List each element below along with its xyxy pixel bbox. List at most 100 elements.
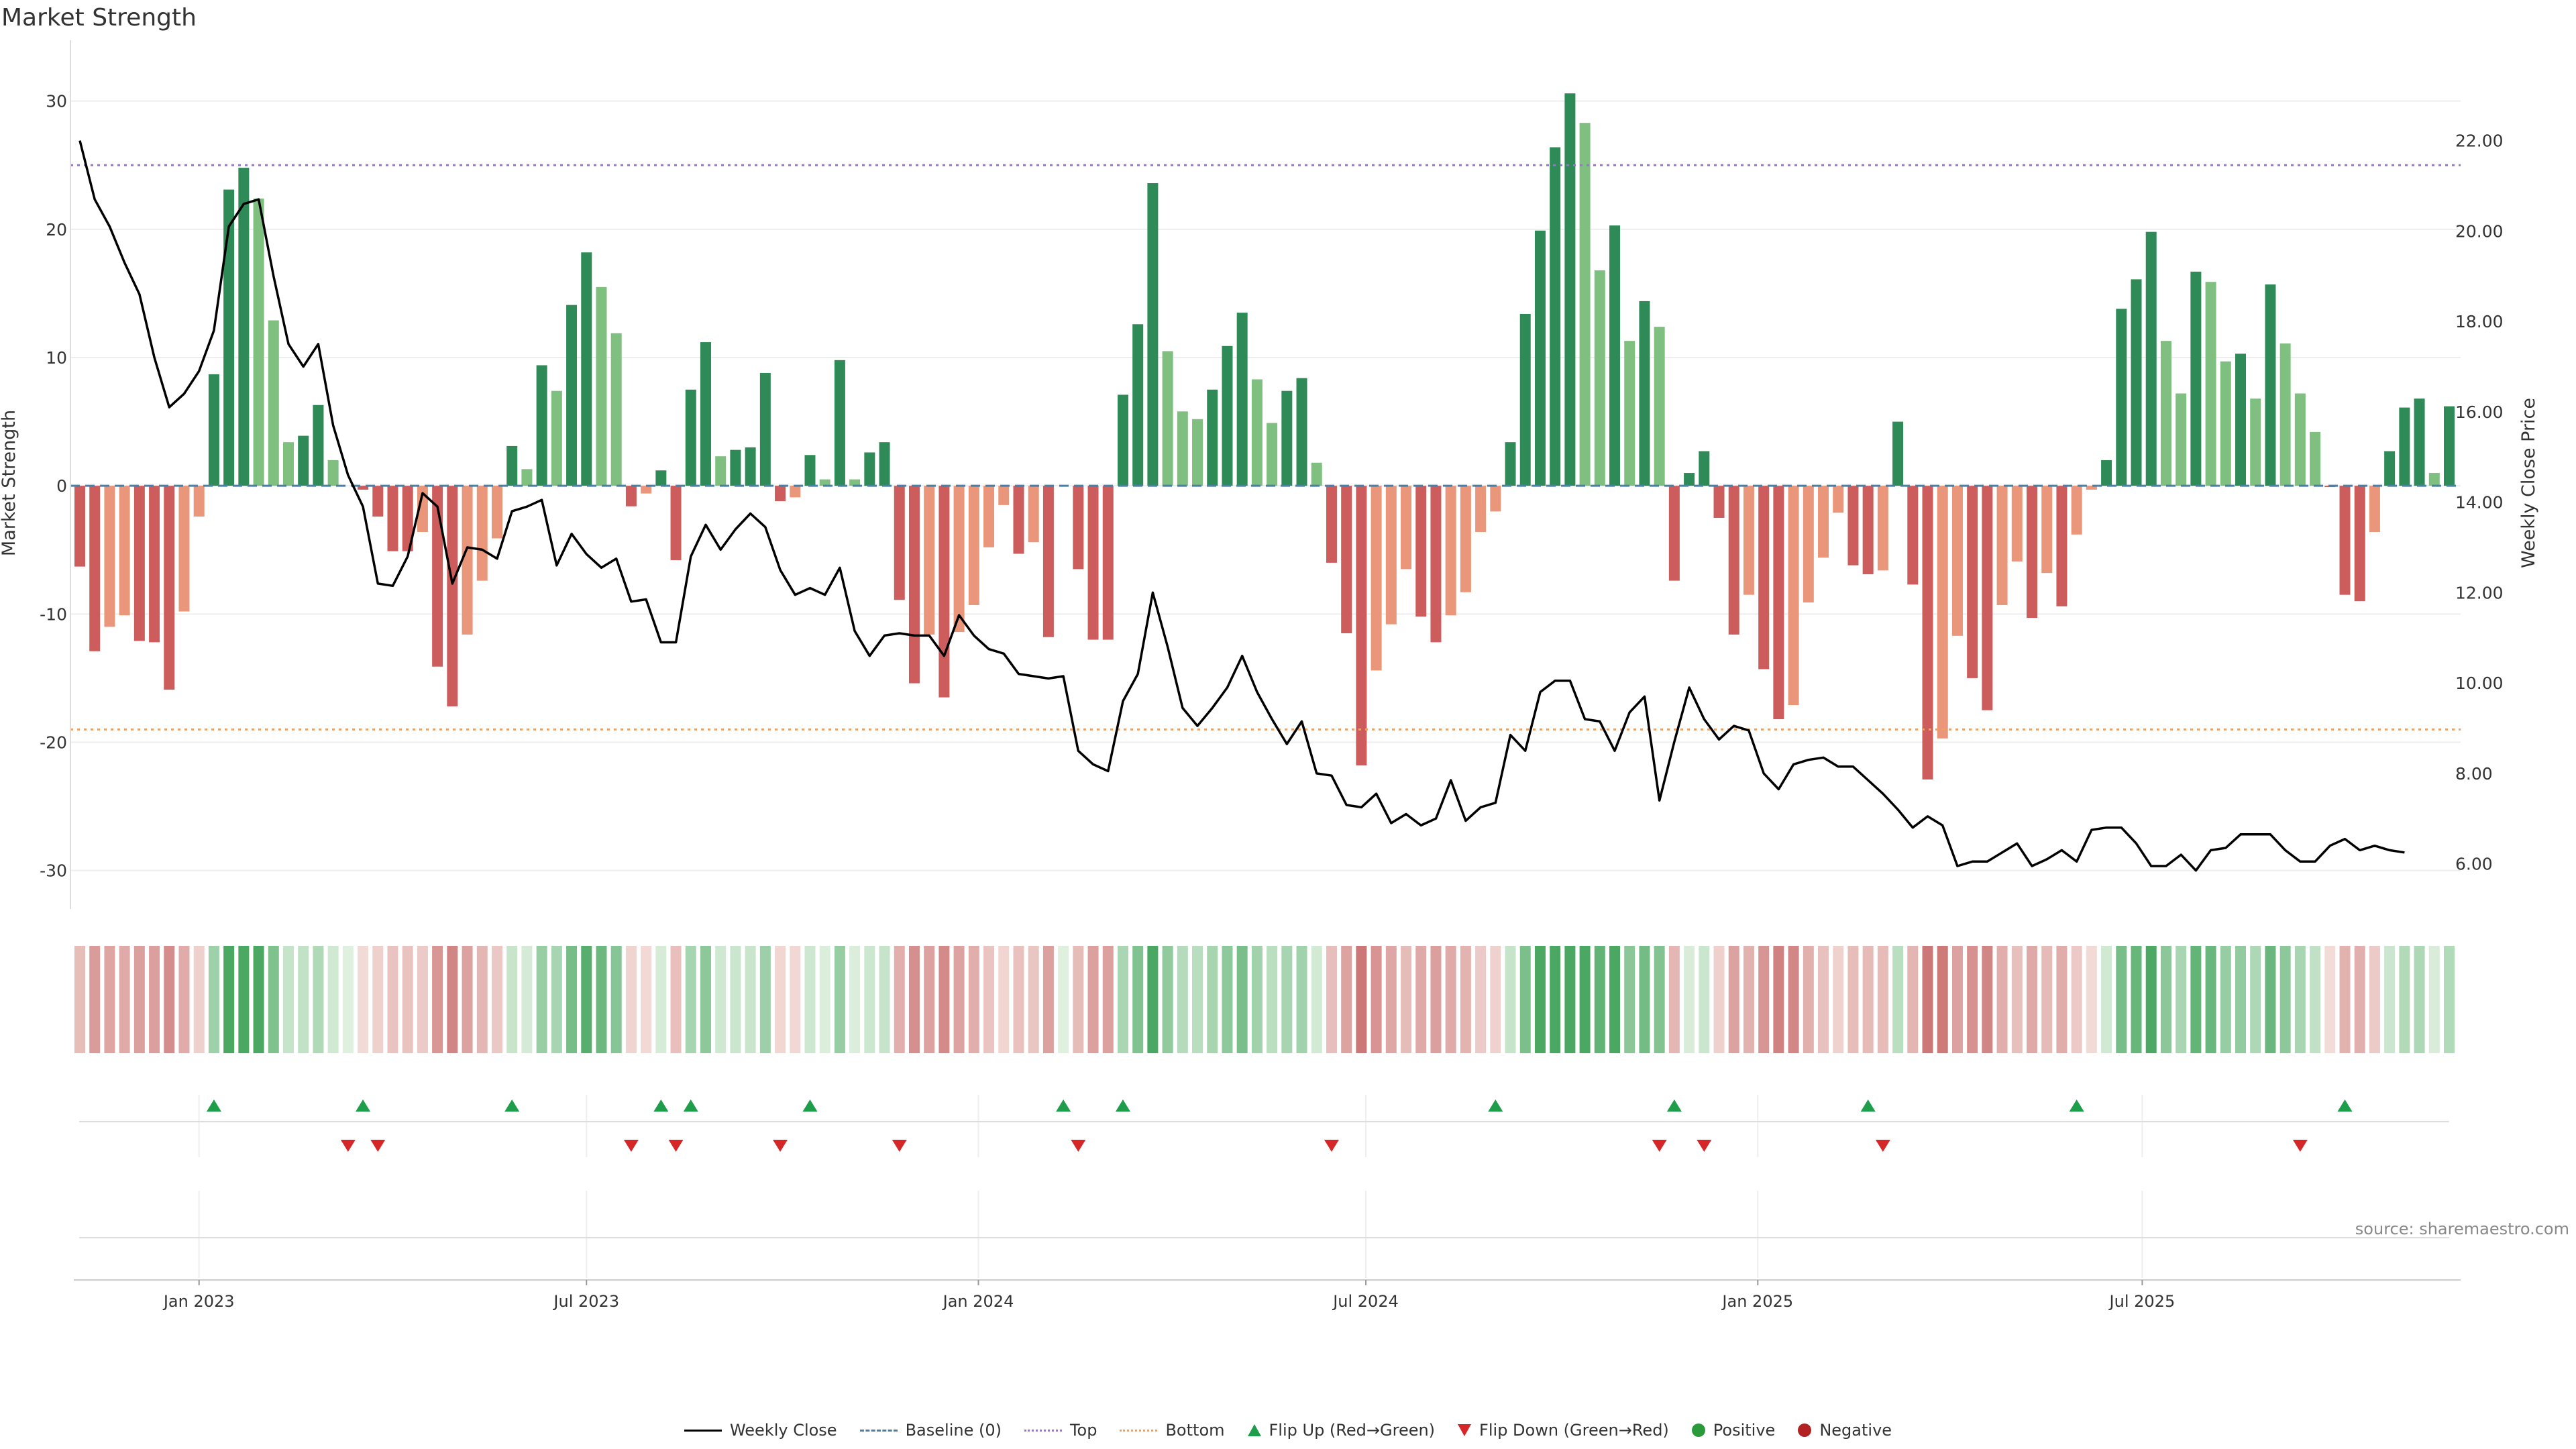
strength-bar bbox=[1519, 314, 1531, 486]
strength-bar bbox=[1534, 230, 1546, 486]
strength-bar bbox=[581, 252, 592, 486]
legend-item-weekly-close[interactable]: Weekly Close bbox=[684, 1421, 837, 1440]
heat-cell bbox=[74, 946, 85, 1053]
heat-cell bbox=[566, 946, 578, 1053]
heat-cell bbox=[641, 946, 652, 1053]
heat-cell bbox=[313, 946, 324, 1053]
heat-cell bbox=[1236, 946, 1248, 1053]
heat-cell bbox=[1907, 946, 1919, 1053]
heat-cell bbox=[2205, 946, 2216, 1053]
strength-bar bbox=[1505, 442, 1516, 486]
heat-cell bbox=[745, 946, 756, 1053]
heat-cell bbox=[1207, 946, 1218, 1053]
strength-bar bbox=[924, 486, 935, 635]
heat-cell bbox=[2176, 946, 2187, 1053]
flip-up-marker bbox=[1115, 1099, 1130, 1112]
legend-item-negative[interactable]: Negative bbox=[1798, 1421, 1892, 1440]
strength-bar bbox=[2414, 398, 2425, 486]
heat-cell bbox=[89, 946, 101, 1053]
legend-item-flip-down[interactable]: Flip Down (Green→Red) bbox=[1458, 1421, 1669, 1440]
legend-label: Bottom bbox=[1165, 1421, 1225, 1440]
y-tick-label: 10 bbox=[46, 348, 67, 368]
heat-cell bbox=[298, 946, 309, 1053]
page-title: Market Strength bbox=[1, 4, 197, 32]
strength-bar bbox=[2071, 486, 2082, 535]
heat-cell bbox=[1087, 946, 1099, 1053]
line-swatch-icon bbox=[684, 1429, 722, 1432]
heat-cell bbox=[1996, 946, 2008, 1053]
strength-bar bbox=[700, 342, 711, 486]
legend-item-top[interactable]: Top bbox=[1024, 1421, 1097, 1440]
heat-cell bbox=[1982, 946, 1993, 1053]
heat-cell bbox=[193, 946, 205, 1053]
strength-bar bbox=[1594, 270, 1605, 486]
heat-cell bbox=[1013, 946, 1024, 1053]
strength-bar bbox=[1087, 486, 1099, 640]
flip-up-marker bbox=[1666, 1099, 1682, 1112]
strength-bar bbox=[1281, 390, 1293, 486]
flip-down-marker bbox=[623, 1140, 639, 1152]
heat-cell bbox=[402, 946, 413, 1053]
heatmap-strip bbox=[74, 946, 2455, 1053]
heat-cell bbox=[1773, 946, 1784, 1053]
heat-cell bbox=[1102, 946, 1114, 1053]
heat-cell bbox=[655, 946, 667, 1053]
legend-item-baseline[interactable]: Baseline (0) bbox=[859, 1421, 1002, 1440]
strength-bar bbox=[223, 189, 235, 486]
strength-bar bbox=[2131, 279, 2142, 486]
heat-cell bbox=[1803, 946, 1814, 1053]
heat-cell bbox=[164, 946, 175, 1053]
strength-bar bbox=[2011, 486, 2023, 561]
heat-cell bbox=[1445, 946, 1456, 1053]
strength-bar bbox=[1132, 324, 1144, 486]
heat-cell bbox=[2369, 946, 2380, 1053]
heat-cell bbox=[1505, 946, 1516, 1053]
strength-bar bbox=[2101, 460, 2112, 486]
flip-down-marker bbox=[1652, 1140, 1667, 1152]
dotted-line-swatch-icon bbox=[1120, 1429, 1158, 1432]
strength-bar bbox=[2160, 341, 2171, 486]
strength-bar bbox=[2086, 486, 2097, 490]
legend-item-positive[interactable]: Positive bbox=[1691, 1421, 1775, 1440]
x-tick-label: Jul 2024 bbox=[1332, 1292, 1399, 1311]
legend-item-flip-up[interactable]: Flip Up (Red→Green) bbox=[1247, 1421, 1435, 1440]
strength-bar bbox=[104, 486, 115, 627]
heat-cell bbox=[208, 946, 219, 1053]
heat-cell bbox=[2250, 946, 2261, 1053]
strength-bar bbox=[655, 470, 667, 486]
strength-bar bbox=[1579, 123, 1591, 486]
dashed-line-swatch-icon bbox=[859, 1429, 898, 1432]
strength-bar bbox=[1862, 486, 1874, 575]
strength-bar bbox=[1296, 378, 1307, 486]
flip-up-marker bbox=[2337, 1099, 2353, 1112]
strength-bar bbox=[476, 486, 488, 581]
heat-cell bbox=[2116, 946, 2127, 1053]
strength-bar bbox=[610, 333, 622, 486]
strength-bar bbox=[149, 486, 160, 643]
legend-item-bottom[interactable]: Bottom bbox=[1120, 1421, 1225, 1440]
strength-bar bbox=[1236, 313, 1248, 486]
heat-cell bbox=[1222, 946, 1233, 1053]
strength-bar bbox=[1892, 421, 1904, 486]
heat-cell bbox=[625, 946, 637, 1053]
heat-cell bbox=[1609, 946, 1621, 1053]
strength-bar bbox=[1013, 486, 1024, 554]
x-tick-label: Jul 2025 bbox=[2108, 1292, 2176, 1311]
heat-cell bbox=[953, 946, 965, 1053]
heat-cell bbox=[551, 946, 562, 1053]
y2-tick-label: 22.00 bbox=[2455, 131, 2504, 151]
heat-cell bbox=[1668, 946, 1680, 1053]
strength-bar bbox=[2027, 486, 2038, 619]
strength-bar bbox=[1937, 486, 1948, 739]
heat-cell bbox=[804, 946, 816, 1053]
strength-bar bbox=[953, 486, 965, 633]
legend-label: Baseline (0) bbox=[905, 1421, 1002, 1440]
strength-bar bbox=[849, 479, 861, 486]
y-tick-label: 20 bbox=[46, 220, 67, 239]
y-tick-label: 30 bbox=[46, 92, 67, 111]
strength-bar bbox=[715, 456, 727, 486]
strength-bar bbox=[759, 372, 771, 486]
heat-cell bbox=[1371, 946, 1382, 1053]
flip-down-marker bbox=[1071, 1140, 1086, 1152]
strength-bar bbox=[417, 486, 428, 532]
